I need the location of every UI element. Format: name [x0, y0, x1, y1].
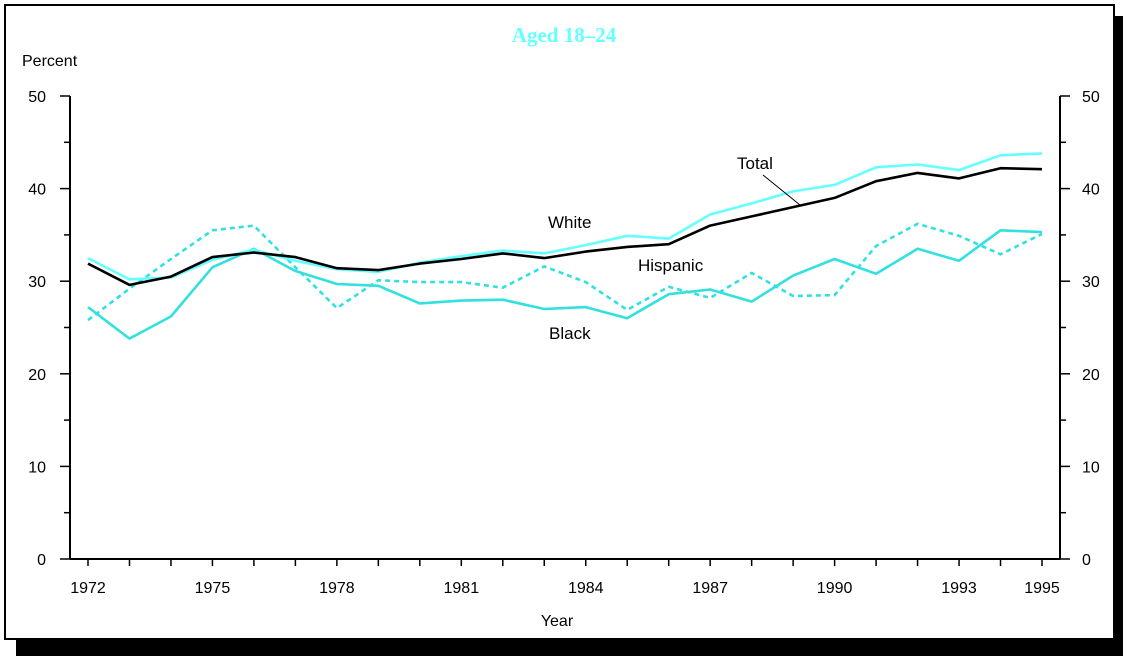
y-tick-label-right: 10 [1082, 459, 1100, 476]
y-tick-label-right: 50 [1082, 89, 1100, 106]
y-tick-label-left: 40 [28, 182, 46, 199]
label-total-leader [762, 174, 801, 206]
y-tick-label-left: 30 [28, 274, 46, 291]
y-tick-label-right: 0 [1082, 552, 1091, 569]
chart-frame [4, 4, 1115, 640]
x-tick-label: 1972 [70, 580, 106, 597]
label-total: Total [737, 154, 773, 173]
x-tick-label: 1987 [692, 580, 728, 597]
series-line-hispanic [87, 222, 1043, 322]
series-layer [87, 152, 1043, 340]
series-line-white [87, 152, 1043, 281]
x-tick-label: 1978 [319, 580, 355, 597]
x-axis-title: Year [541, 613, 574, 630]
label-black: Black [549, 324, 591, 343]
y-tick-label-right: 20 [1082, 367, 1100, 384]
y-tick-label-left: 20 [28, 367, 46, 384]
y-tick-label-left: 50 [28, 89, 46, 106]
chart-title: Aged 18–24 [512, 23, 617, 47]
series-line-total [87, 166, 1043, 287]
series-line-black [87, 229, 1043, 340]
x-tick-label: 1975 [195, 580, 231, 597]
label-total-group: Total [737, 154, 801, 206]
x-tick-label: 1993 [941, 580, 977, 597]
y-axis-title: Percent [22, 53, 78, 70]
axes: 0 0 10 10 20 20 30 30 40 40 50 50 1972 1975 1978 1981 19… [28, 89, 1100, 597]
x-tick-label: 1995 [1024, 580, 1060, 597]
y-tick-label-left: 0 [37, 552, 46, 569]
label-hispanic: Hispanic [638, 256, 704, 275]
y-tick-label-right: 30 [1082, 274, 1100, 291]
x-tick-label: 1981 [444, 580, 480, 597]
x-tick-label: 1990 [817, 580, 853, 597]
y-tick-label-left: 10 [28, 459, 46, 476]
label-white: White [548, 213, 591, 232]
y-tick-label-right: 40 [1082, 182, 1100, 199]
x-tick-label: 1984 [568, 580, 604, 597]
